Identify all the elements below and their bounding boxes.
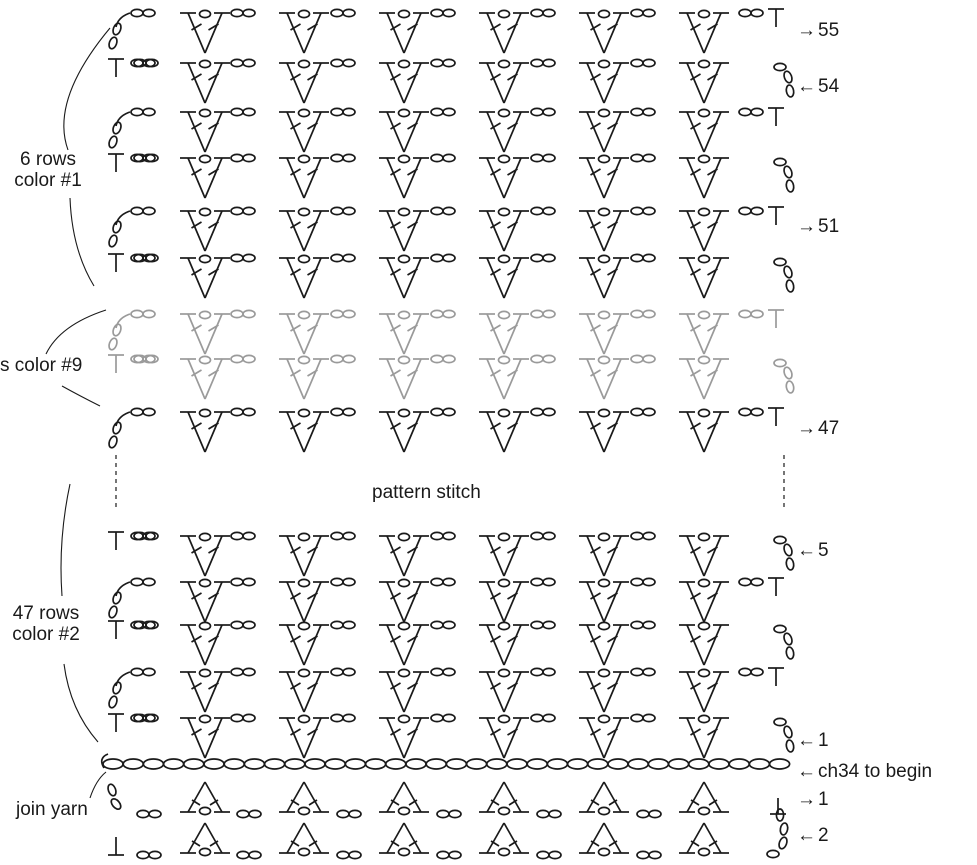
arrow-right-icon: → (797, 418, 816, 439)
continuation-lines (115, 455, 785, 508)
row-marker-1-bottom: → 1 (797, 790, 829, 809)
arrow-right-icon: → (797, 216, 816, 237)
top-group-label: 6 rows color #1 (8, 150, 88, 190)
row-marker-51: → 51 (797, 217, 839, 236)
row-marker-55: → 55 (797, 21, 839, 40)
middle-group-label: s color #9 (0, 355, 83, 376)
row-number: 55 (818, 20, 840, 41)
arrow-left-icon: ← (797, 76, 816, 97)
arrow-right-icon: → (797, 20, 816, 41)
row-marker-2: ← 2 (797, 826, 829, 845)
row-51 (108, 206, 784, 252)
pattern-stitch-label: pattern stitch (372, 482, 481, 503)
row-48 (108, 354, 795, 400)
row-marker-1-top: ← 1 (797, 731, 829, 750)
foundation-chain (100, 753, 791, 770)
row-b3 (108, 620, 795, 666)
bottom-group-line1: 47 rows (12, 603, 80, 624)
row-54 (108, 58, 795, 104)
top-group-line1: 6 rows (20, 149, 76, 170)
join-yarn-label: join yarn (16, 799, 88, 820)
row-number: 51 (818, 216, 840, 237)
arrow-left-icon: ← (797, 825, 816, 846)
row-53 (108, 107, 784, 153)
row-number: 47 (818, 418, 840, 439)
arrow-left-icon: ← (797, 730, 816, 751)
foundation-row-2 (108, 808, 789, 860)
row-47 (108, 407, 784, 453)
bracket-lines (45, 27, 111, 799)
row-b2 (108, 667, 784, 713)
bottom-group-line2: color #2 (12, 624, 80, 645)
row-marker-5: ← 5 (797, 541, 829, 560)
row-marker-chain: ← ch34 to begin (797, 762, 932, 781)
row-b4 (108, 577, 784, 623)
row-number: 2 (818, 825, 829, 846)
row-marker-47: → 47 (797, 419, 839, 438)
row-b5 (108, 531, 795, 577)
row-50 (108, 253, 795, 299)
row-number: 1 (818, 730, 829, 751)
row-b1 (108, 713, 795, 759)
row-52 (108, 153, 795, 199)
row-55 (108, 8, 784, 54)
top-group-line2: color #1 (14, 170, 82, 191)
arrow-left-icon: ← (797, 540, 816, 561)
row-number: 5 (818, 540, 829, 561)
row-number: 54 (818, 76, 840, 97)
bottom-group-label: 47 rows color #2 (4, 604, 88, 644)
row-49 (108, 309, 784, 355)
row-marker-54: ← 54 (797, 77, 839, 96)
row-number: 1 (818, 789, 829, 810)
arrow-left-icon: ← (797, 761, 816, 782)
row-number: ch34 to begin (818, 761, 933, 782)
arrow-right-icon: → (797, 789, 816, 810)
foundation-row-1 (107, 781, 786, 819)
